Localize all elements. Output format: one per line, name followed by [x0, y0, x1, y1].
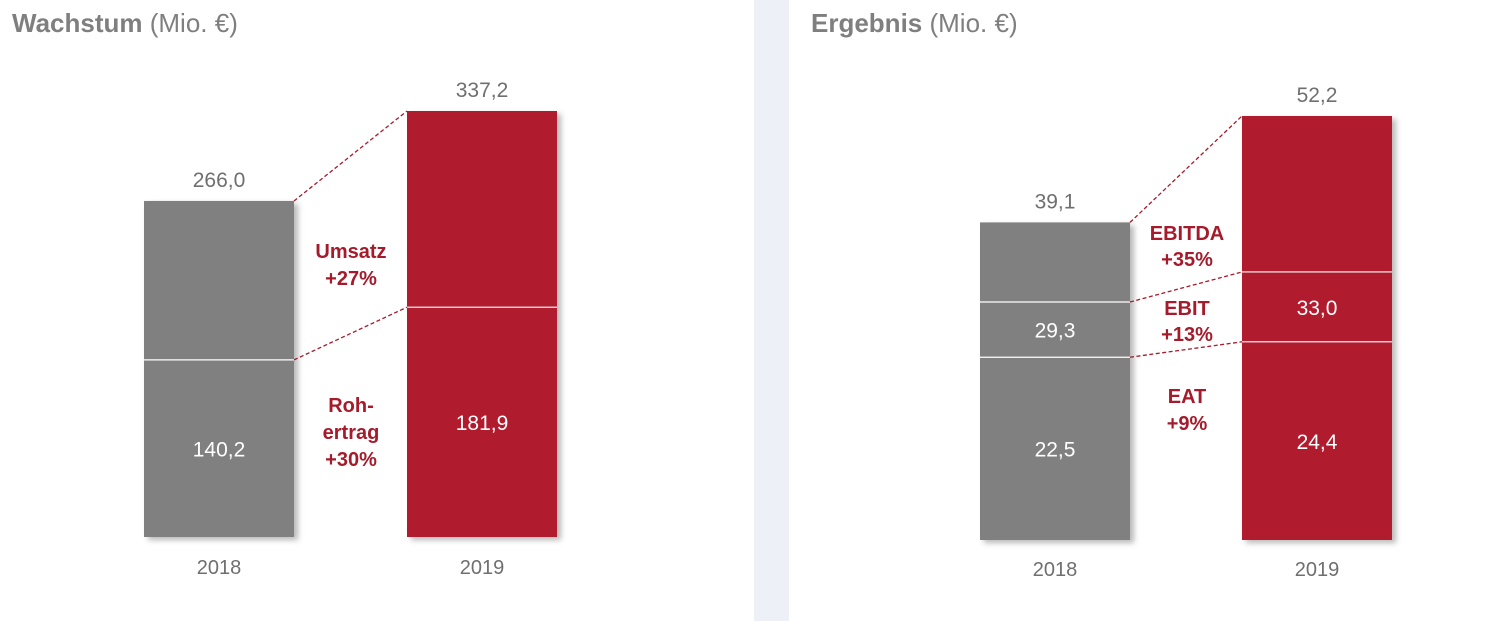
ergebnis-bar-2019 [1242, 116, 1392, 540]
ergebnis-annotation-1-line-0: EBIT [1164, 298, 1210, 320]
ergebnis-value-eat-2018: 22,5 [1035, 439, 1076, 462]
wachstum-title-bold: Wachstum [12, 8, 143, 38]
wachstum-annotation-1-line-0: Roh- [328, 395, 374, 417]
wachstum-year-label-2018: 2018 [197, 557, 242, 579]
wachstum-title-unit: (Mio. €) [149, 8, 238, 38]
ergebnis-bar-2018 [980, 222, 1130, 540]
ergebnis-title-bold: Ergebnis [811, 8, 923, 38]
ergebnis-title: Ergebnis (Mio. €) [811, 8, 1018, 39]
ergebnis-value-ebit-2019: 33,0 [1297, 297, 1338, 320]
ergebnis-connector-ebitda [1129, 115, 1243, 223]
ergebnis-title-unit: (Mio. €) [929, 8, 1018, 38]
ergebnis-annotation-0-line-1: +35% [1161, 249, 1213, 271]
wachstum-connector-rohertrag [293, 306, 408, 361]
wachstum-panel: Wachstum (Mio. €) 266,0 337,2 140,2 181,9 Um… [12, 8, 557, 579]
ergebnis-year-label-2019: 2019 [1295, 559, 1340, 581]
ergebnis-annotation-0-line-0: EBITDA [1150, 223, 1224, 245]
ergebnis-year-label-2018: 2018 [1033, 559, 1078, 581]
ergebnis-panel: Ergebnis (Mio. €) 39,1 52,2 29,3 33,0 22,5 24… [789, 0, 1485, 621]
wachstum-value-umsatz-2018: 266,0 [193, 169, 246, 192]
ergebnis-value-ebitda-2019: 52,2 [1297, 84, 1338, 107]
wachstum-annotation-0-line-0: Umsatz [315, 241, 386, 263]
ergebnis-annotation-2-line-0: EAT [1168, 386, 1207, 408]
ergebnis-annotation-2-line-1: +9% [1167, 413, 1208, 435]
wachstum-title: Wachstum (Mio. €) [12, 8, 238, 39]
wachstum-year-label-2019: 2019 [460, 557, 505, 579]
wachstum-value-rohertrag-2018: 140,2 [193, 438, 246, 461]
wachstum-value-umsatz-2019: 337,2 [456, 79, 509, 102]
wachstum-annotation-1-line-1: ertrag [323, 422, 380, 444]
wachstum-annotation-0-line-1: +27% [325, 268, 377, 290]
wachstum-chart: 266,0 337,2 140,2 181,9 Umsatz +27% Roh-ertrag… [144, 79, 557, 579]
wachstum-bar-2019 [407, 111, 557, 537]
ergebnis-value-ebit-2018: 29,3 [1035, 320, 1076, 343]
wachstum-annotation-1-line-2: +30% [325, 449, 377, 471]
ergebnis-chart: 39,1 52,2 29,3 33,0 22,5 24,4 EBITDA +35% EBIT +1… [980, 84, 1392, 581]
ergebnis-value-eat-2019: 24,4 [1297, 431, 1338, 454]
wachstum-bar-2018 [144, 200, 294, 537]
panel-divider [754, 0, 789, 621]
ergebnis-connector-eat [1129, 341, 1243, 358]
ergebnis-value-ebitda-2018: 39,1 [1035, 190, 1076, 213]
wachstum-value-rohertrag-2019: 181,9 [456, 412, 509, 435]
ergebnis-annotation-1-line-1: +13% [1161, 324, 1213, 346]
wachstum-connector-umsatz [293, 110, 408, 202]
